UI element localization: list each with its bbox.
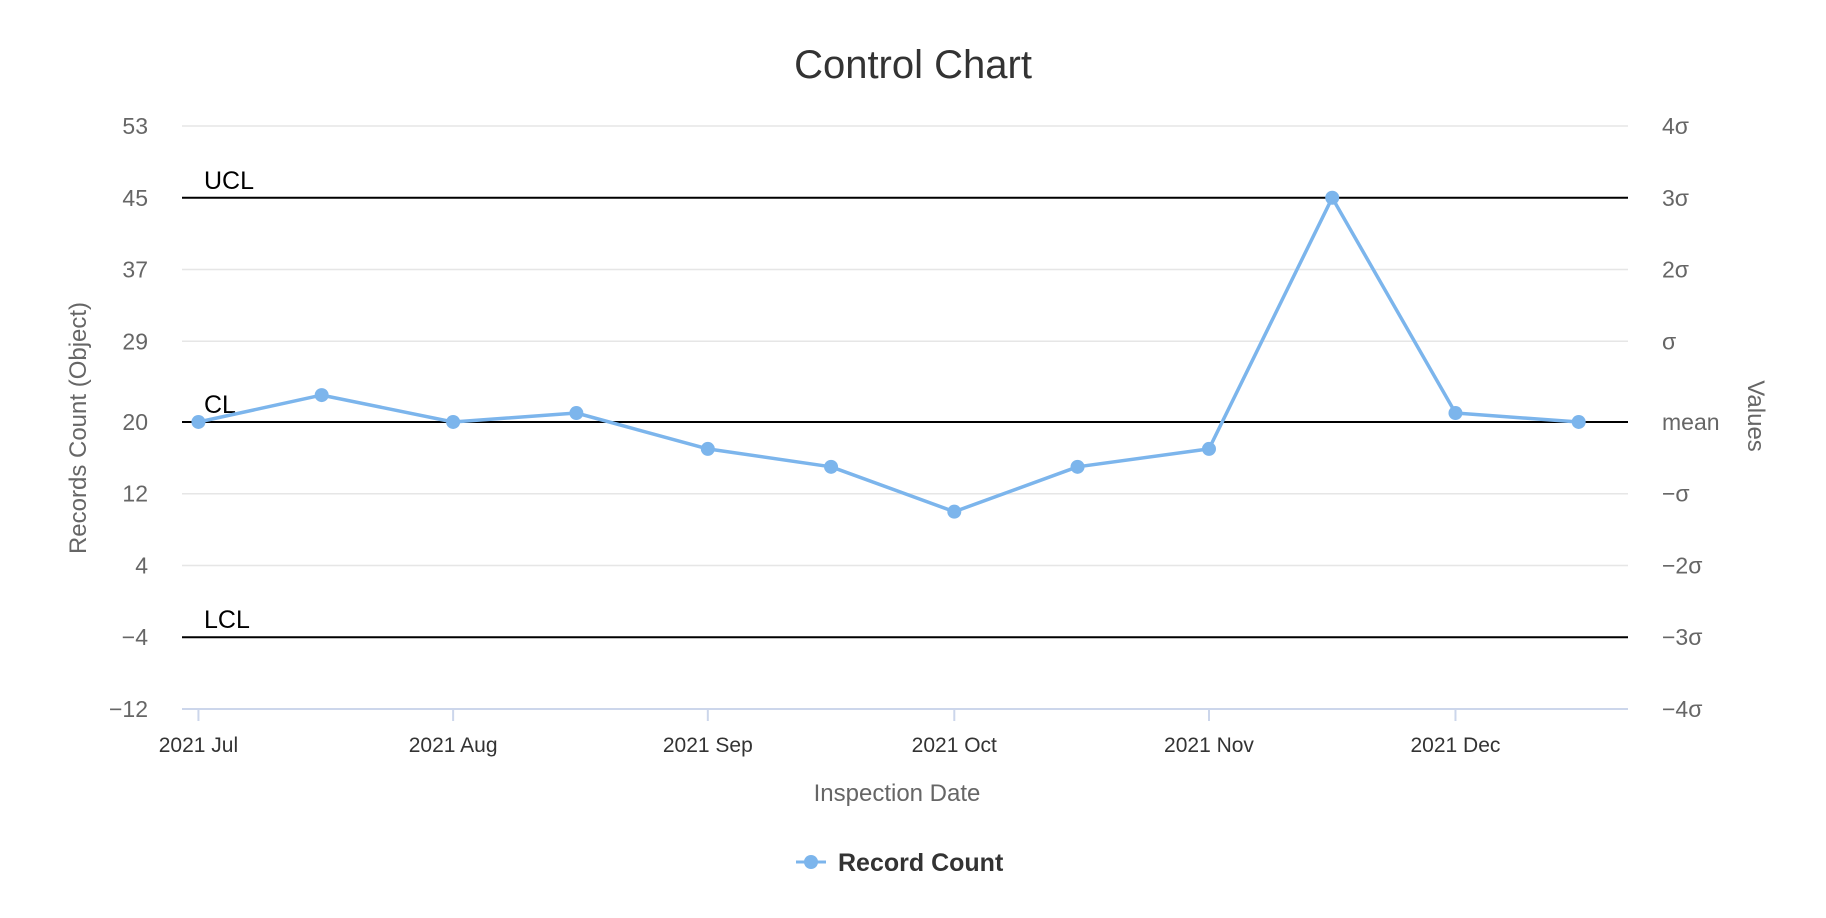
- y-tick-label: 45: [122, 185, 148, 211]
- y-right-tick-label: −3σ: [1662, 624, 1702, 650]
- chart-title: Control Chart: [794, 43, 1032, 87]
- x-tick-label: 2021 Aug: [409, 734, 498, 757]
- x-tick-label: 2021 Oct: [912, 734, 997, 757]
- y-axis-right: 4σ 3σ 2σ σ mean −σ −2σ −3σ −4σ: [1662, 113, 1720, 722]
- legend-label[interactable]: Record Count: [838, 849, 1004, 877]
- x-axis: 2021 Jul 2021 Aug 2021 Sep 2021 Oct 2021 Nov…: [159, 708, 1628, 757]
- y-tick-label: 29: [122, 328, 148, 354]
- series-line: [198, 196, 1579, 514]
- data-point[interactable]: [1325, 190, 1340, 205]
- data-point[interactable]: [1571, 414, 1586, 429]
- y-right-tick-label: −2σ: [1662, 552, 1702, 578]
- y-tick-label: 12: [122, 481, 148, 507]
- plot-line-label-lcl: LCL: [204, 606, 250, 634]
- y-tick-label: 53: [122, 113, 148, 139]
- legend-marker-icon: [804, 855, 818, 869]
- plot-line-label-ucl: UCL: [204, 167, 254, 195]
- series-record-count[interactable]: [191, 190, 1586, 519]
- grid-lines: [182, 125, 1628, 638]
- data-point[interactable]: [947, 504, 962, 519]
- y-tick-label: 4: [135, 552, 148, 578]
- data-point[interactable]: [314, 388, 329, 403]
- x-axis-title: Inspection Date: [814, 780, 981, 807]
- data-point[interactable]: [446, 414, 461, 429]
- x-tick-label: 2021 Jul: [159, 734, 238, 757]
- y-tick-label: −12: [109, 696, 148, 722]
- data-point[interactable]: [569, 406, 584, 421]
- data-point[interactable]: [1201, 441, 1216, 456]
- y-right-tick-label: mean: [1662, 409, 1720, 435]
- x-tick-label: 2021 Dec: [1411, 734, 1501, 757]
- data-point[interactable]: [824, 459, 839, 474]
- x-tick-label: 2021 Nov: [1164, 734, 1254, 757]
- y-right-tick-label: 2σ: [1662, 257, 1689, 283]
- y-axis-title: Records Count (Object): [65, 302, 92, 554]
- y-tick-label: −4: [122, 624, 148, 650]
- y-right-tick-label: 4σ: [1662, 113, 1689, 139]
- y-right-tick-label: σ: [1662, 328, 1676, 354]
- y-axis-left: 53 45 37 29 20 12 4 −4 −12: [109, 113, 148, 722]
- data-point[interactable]: [1070, 459, 1085, 474]
- y-axis-right-title: Values: [1742, 380, 1769, 452]
- data-point[interactable]: [700, 441, 715, 456]
- x-tick-label: 2021 Sep: [663, 734, 753, 757]
- y-right-tick-label: −σ: [1662, 481, 1690, 507]
- data-point[interactable]: [1448, 406, 1463, 421]
- y-tick-label: 37: [122, 257, 148, 283]
- y-tick-label: 20: [122, 409, 148, 435]
- legend[interactable]: Record Count: [796, 849, 1004, 877]
- y-right-tick-label: 3σ: [1662, 185, 1689, 211]
- y-right-tick-label: −4σ: [1662, 696, 1702, 722]
- data-point[interactable]: [191, 414, 206, 429]
